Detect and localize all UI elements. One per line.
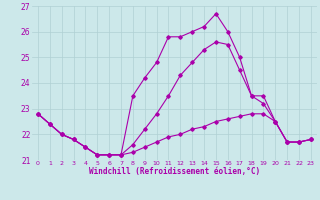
X-axis label: Windchill (Refroidissement éolien,°C): Windchill (Refroidissement éolien,°C) <box>89 167 260 176</box>
